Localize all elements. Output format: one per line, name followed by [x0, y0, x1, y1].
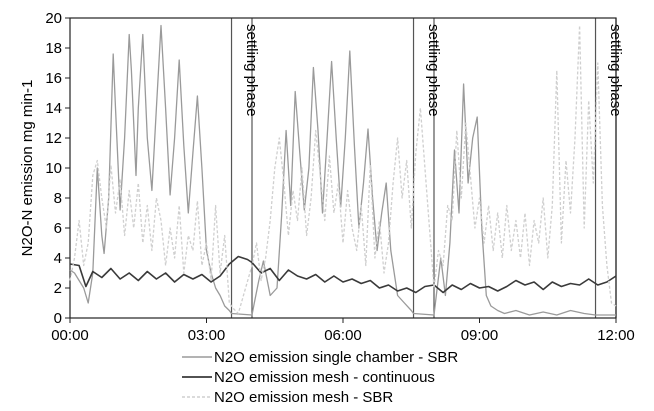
settling-phase-band-3: [595, 18, 616, 318]
x-tick-label-3: 09:00: [461, 327, 499, 344]
legend-label-1: N2O emission single chamber - SBR: [214, 349, 458, 366]
legend: N2O emission single chamber - SBR N2O emi…: [182, 349, 458, 406]
settling-phase-label-3: settling phase: [607, 24, 624, 117]
legend-label-2: N2O emission mesh - continuous: [214, 369, 435, 386]
settling-phase-label-2: settling phase: [425, 24, 442, 117]
legend-label-3: N2O emission mesh - SBR: [214, 389, 393, 406]
y-tick-label-16: 16: [45, 70, 62, 87]
y-tick-label-18: 18: [45, 40, 62, 57]
y-tick-label-6: 6: [54, 220, 62, 237]
settling-phase-layer: settling phase settling phase settling pha…: [230, 18, 624, 318]
settling-phase-label-1: settling phase: [243, 24, 260, 117]
series-line-1: [69, 24, 616, 316]
y-tick-label-2: 2: [54, 280, 62, 297]
y-tick-label-12: 12: [45, 130, 62, 147]
x-tick-label-0: 00:00: [51, 327, 89, 344]
settling-phase-band-1: [231, 18, 252, 318]
x-tick-label-4: 12:00: [597, 327, 635, 344]
y-tick-label-8: 8: [54, 190, 62, 207]
series-line-3: [69, 24, 617, 315]
x-tick-label-2: 06:00: [324, 327, 362, 344]
x-tick-label-1: 03:00: [188, 327, 226, 344]
y-tick-label-10: 10: [45, 160, 62, 177]
series-layer: [69, 24, 617, 316]
y-tick-label-20: 20: [45, 10, 62, 27]
settling-phase-band-2: [413, 18, 434, 318]
y-tick-label-0: 0: [54, 310, 62, 327]
series-line-2: [69, 255, 617, 294]
y-tick-label-14: 14: [45, 100, 62, 117]
axes-layer: 0 2 4 6 8 10 12 14 16 18 20 00:00 03:00 06:00 09:00 12:…: [19, 10, 635, 344]
y-tick-label-4: 4: [54, 250, 62, 267]
y-axis-label: N2O-N emission mg min-1: [19, 80, 36, 257]
